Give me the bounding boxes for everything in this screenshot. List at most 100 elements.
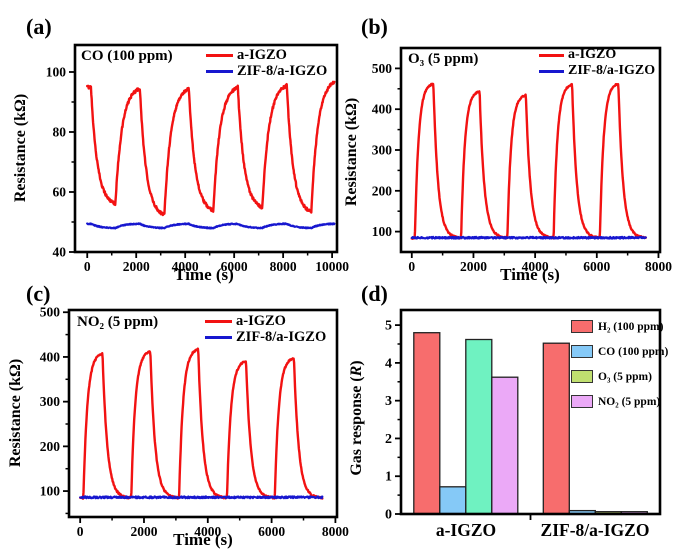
x-tick-label: 4000 [172,259,199,274]
panel-b-xlabel: Time (s) [500,265,560,284]
legend-label: ZIF-8/a-IGZO [568,63,656,78]
legend-item: a-IGZO [539,47,655,63]
y-tick-label: 200 [372,183,393,198]
x-tick-label: 2000 [130,524,157,539]
panel-a-label: (a) [26,14,52,39]
blue-line-sample [539,69,564,73]
series-line-a-IGZO [86,80,336,217]
panel-d-plot: 0 1 2 3 4 5 [385,308,662,523]
legend-item: O₃ (5 ppm) [571,364,668,389]
panel-a-ylabel: Resistance (kΩ) [12,93,30,203]
o3-swatch [571,370,593,383]
panel-a-plot: 40 60 80 100 0 2000 4000 6000 8000 10000 [46,43,349,274]
y-tick-label: 400 [372,102,393,117]
panel-c-title: NO₂ (5 ppm) [77,314,159,330]
x-tick-label: 0 [408,259,415,274]
x-tick-label: 6000 [583,259,610,274]
panel-b-label: (b) [361,14,388,39]
series-line-ZIF-8/a-IGZO [410,235,647,240]
bar-a-IGZO-O₃ (5 ppm) [465,338,493,515]
panel-c-ylabel: Resistance (kΩ) [7,358,25,468]
panel-d-label: (d) [361,281,388,306]
legend-label: ZIF-8/a-IGZO [237,62,328,79]
panel-b-plot: 100 200 300 400 500 0 2000 4000 6000 8000 [372,46,672,274]
axis-frame [67,308,339,519]
legend-item: ZIF-8/a-IGZO [539,63,655,79]
category-label-zif: ZIF-8/a-IGZO [540,520,650,540]
panel-a-xlabel: Time (s) [174,265,234,284]
y-tick-label: 100 [46,65,67,80]
panel-d-legend: H₂ (100 ppm) CO (100 ppm) O₃ (5 ppm) NO₂… [571,314,668,414]
co-swatch [571,345,593,358]
red-line-sample [206,53,233,57]
legend-label: a-IGZO [568,47,617,62]
x-tick-label: 2000 [123,259,150,274]
axis-frame [399,46,662,254]
y-tick-label: 100 [40,484,61,499]
legend-label: ZIF-8/a-IGZO [236,328,327,345]
panel-c-label: (c) [26,281,51,306]
ylabel-italic-r: R [348,365,366,377]
legend-label: a-IGZO [237,46,287,63]
series-line-a-IGZO [410,82,647,240]
y-tick-label: 2 [385,432,392,447]
y-tick-label: 100 [372,224,393,239]
legend-label: NO₂ (5 ppm) [598,395,661,408]
axis-frame [399,308,662,516]
panel-a-title: CO (100 ppm) [81,48,173,64]
y-tick-label: 500 [372,61,393,76]
series-line-a-IGZO [79,347,324,500]
legend-item: a-IGZO [205,313,326,329]
y-tick-label: 40 [53,245,67,260]
red-line-sample [205,319,232,323]
y-tick-label: 1 [385,470,392,485]
h2-swatch [571,320,593,333]
panel-b-title: O₃ (5 ppm) [408,51,479,67]
axis-frame [73,43,339,254]
bar-a-IGZO-NO₂ (5 ppm) [491,376,519,515]
x-tick-label: 0 [77,524,84,539]
x-tick-label: 6000 [258,524,285,539]
legend-item: a-IGZO [206,47,327,63]
y-tick-label: 0 [385,508,392,523]
ylabel-prefix: Gas response ( [348,376,366,476]
panel-c-plot: 100 200 300 400 500 0 2000 4000 6000 8000 [40,305,349,539]
y-tick-label: 300 [40,394,61,409]
legend-item: ZIF-8/a-IGZO [205,329,326,345]
legend-item: NO₂ (5 ppm) [571,389,668,414]
category-label-aigzo: a-IGZO [435,520,497,540]
x-tick-label: 4000 [194,524,221,539]
legend-item: H₂ (100 ppm) [571,314,668,339]
y-tick-label: 3 [385,394,392,409]
panel-d-ylabel: Gas response (R) [348,360,366,475]
panel-b-legend: a-IGZO ZIF-8/a-IGZO [539,47,655,79]
legend-label: O₃ (5 ppm) [598,370,652,383]
panel-b-ylabel: Resistance (kΩ) [343,97,361,207]
x-tick-label: 6000 [221,259,248,274]
panel-c-legend: a-IGZO ZIF-8/a-IGZO [205,313,326,345]
y-tick-label: 60 [53,185,67,200]
series-line-ZIF-8/a-IGZO [86,222,336,230]
legend-label: H₂ (100 ppm) [598,320,664,333]
y-tick-label: 200 [40,439,61,454]
x-tick-label: 2000 [460,259,487,274]
bar-ZIF-8/a-IGZO-H₂ (100 ppm) [542,342,570,515]
x-tick-label: 0 [84,259,91,274]
bar-a-IGZO-CO (100 ppm) [439,486,467,515]
x-tick-label: 10000 [315,259,349,274]
blue-line-sample [205,335,232,339]
legend-label: a-IGZO [236,312,286,329]
x-tick-label: 8000 [322,524,349,539]
x-tick-label: 8000 [270,259,297,274]
no2-swatch [571,395,593,408]
x-tick-label: 8000 [645,259,672,274]
y-tick-label: 5 [385,319,392,334]
legend-item: CO (100 ppm) [571,339,668,364]
bar-a-IGZO-H₂ (100 ppm) [413,332,441,515]
blue-line-sample [206,69,233,73]
legend-item: ZIF-8/a-IGZO [206,63,327,79]
y-tick-label: 300 [372,143,393,158]
x-tick-label: 4000 [522,259,549,274]
